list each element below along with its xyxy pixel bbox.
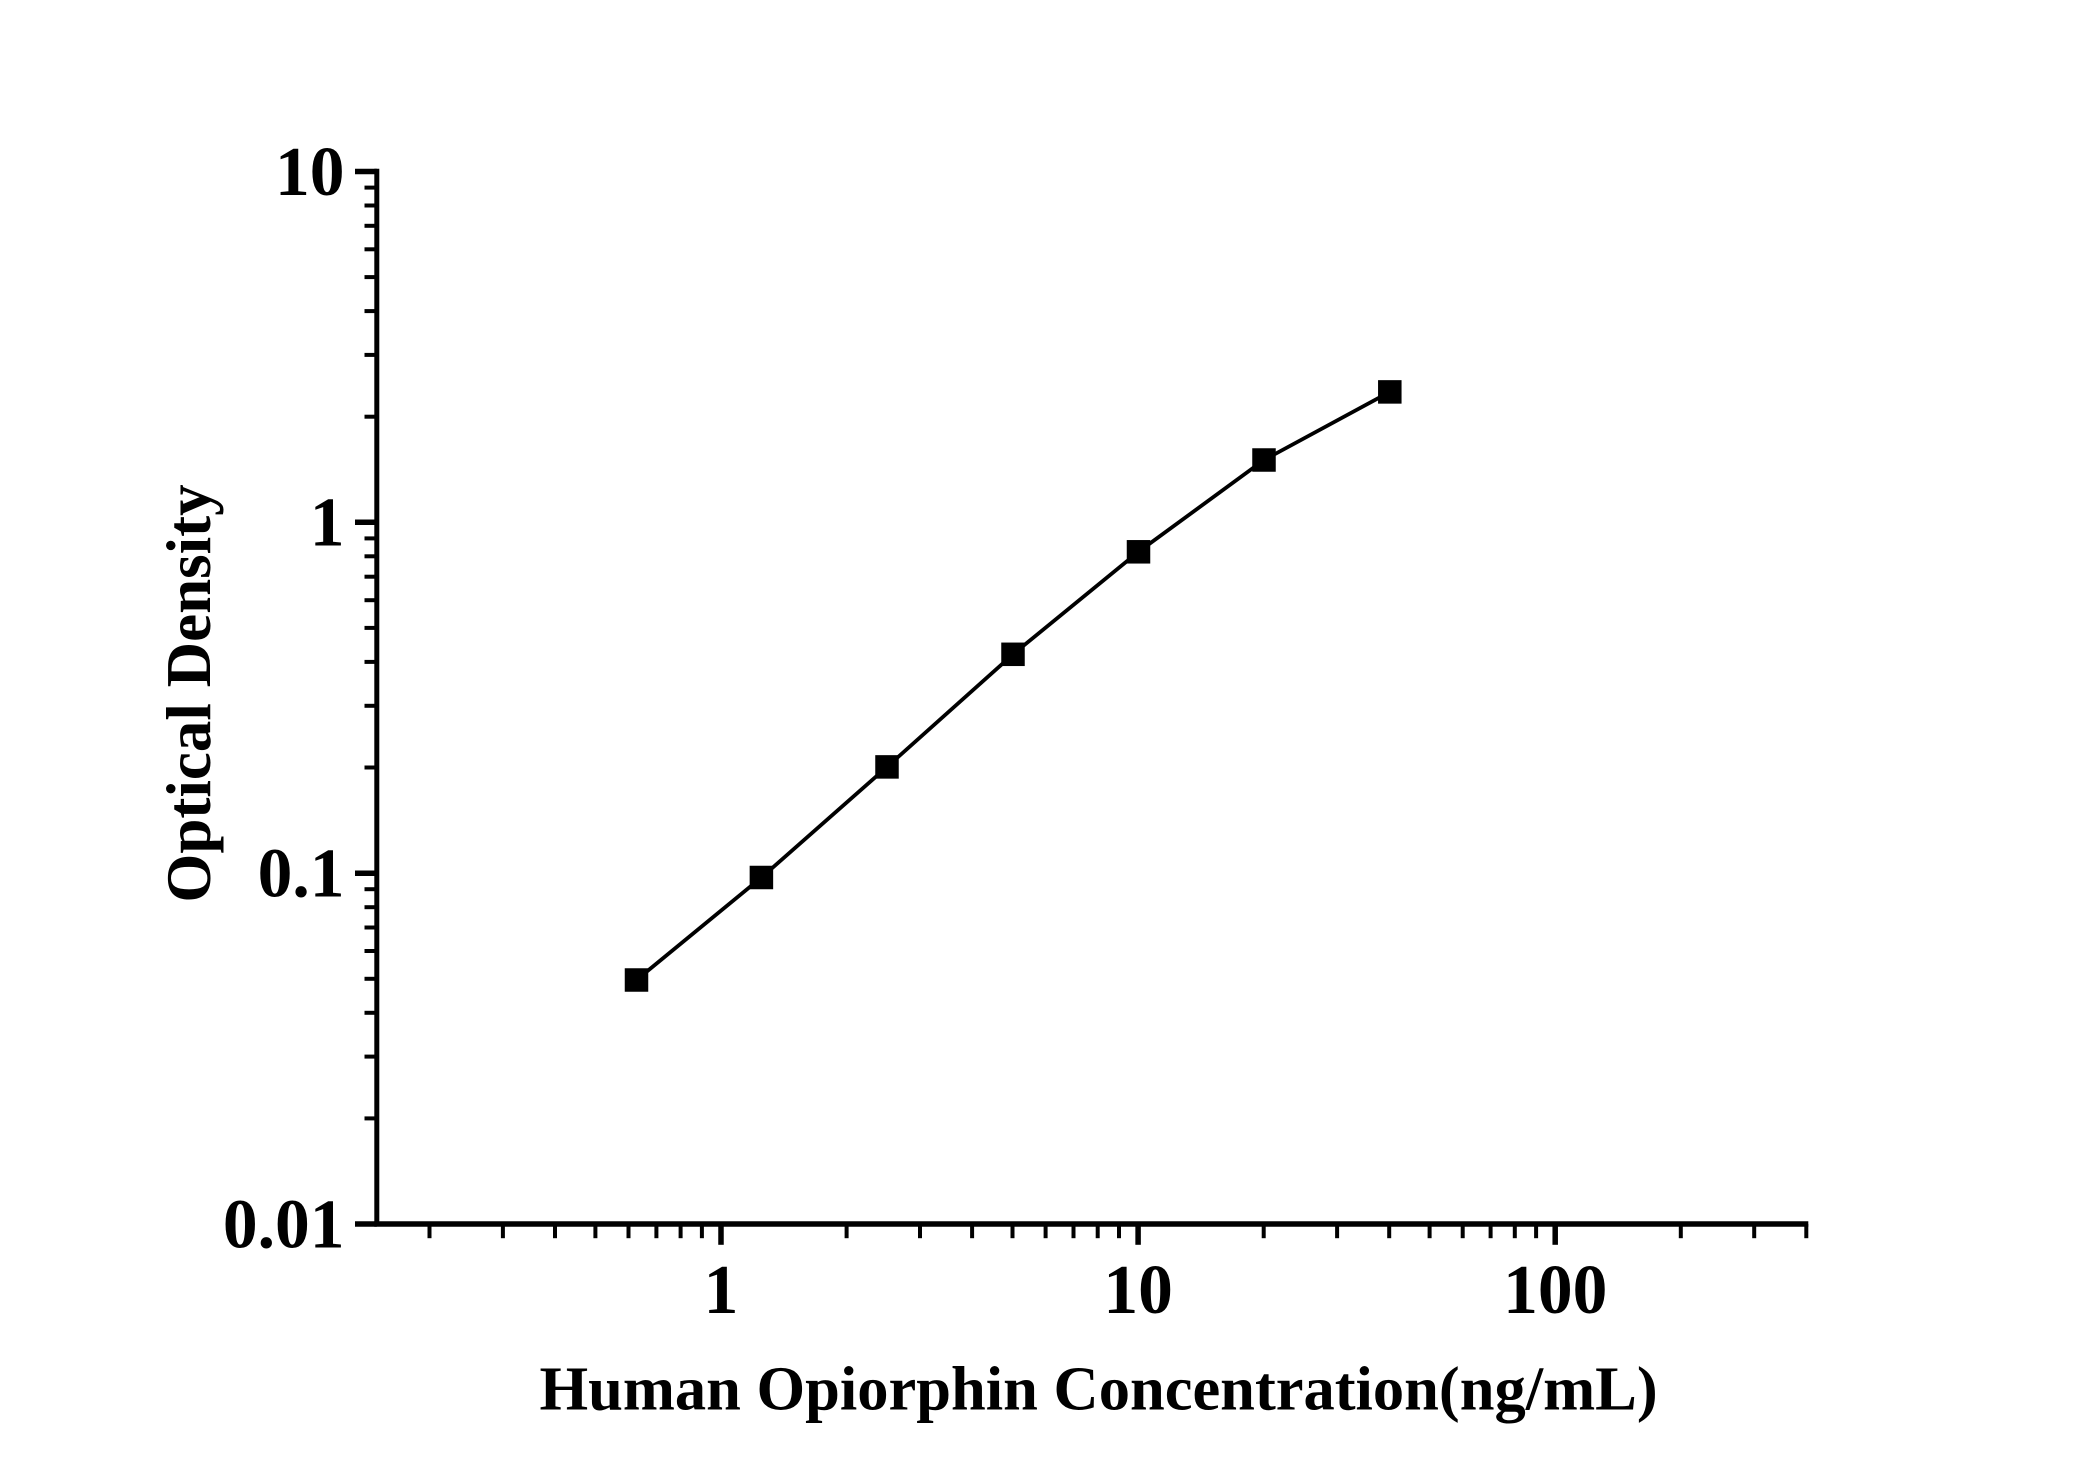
svg-text:0.01: 0.01 xyxy=(223,1186,345,1263)
svg-text:10: 10 xyxy=(1103,1252,1173,1329)
svg-text:100: 100 xyxy=(1503,1252,1607,1329)
svg-text:1: 1 xyxy=(310,485,345,562)
svg-text:0.1: 0.1 xyxy=(258,836,345,913)
svg-text:10: 10 xyxy=(275,134,345,211)
svg-text:1: 1 xyxy=(704,1252,739,1329)
svg-text:Optical Density: Optical Density xyxy=(154,484,224,902)
svg-text:Human Opiorphin Concentration(: Human Opiorphin Concentration(ng/mL) xyxy=(539,1354,1657,1424)
